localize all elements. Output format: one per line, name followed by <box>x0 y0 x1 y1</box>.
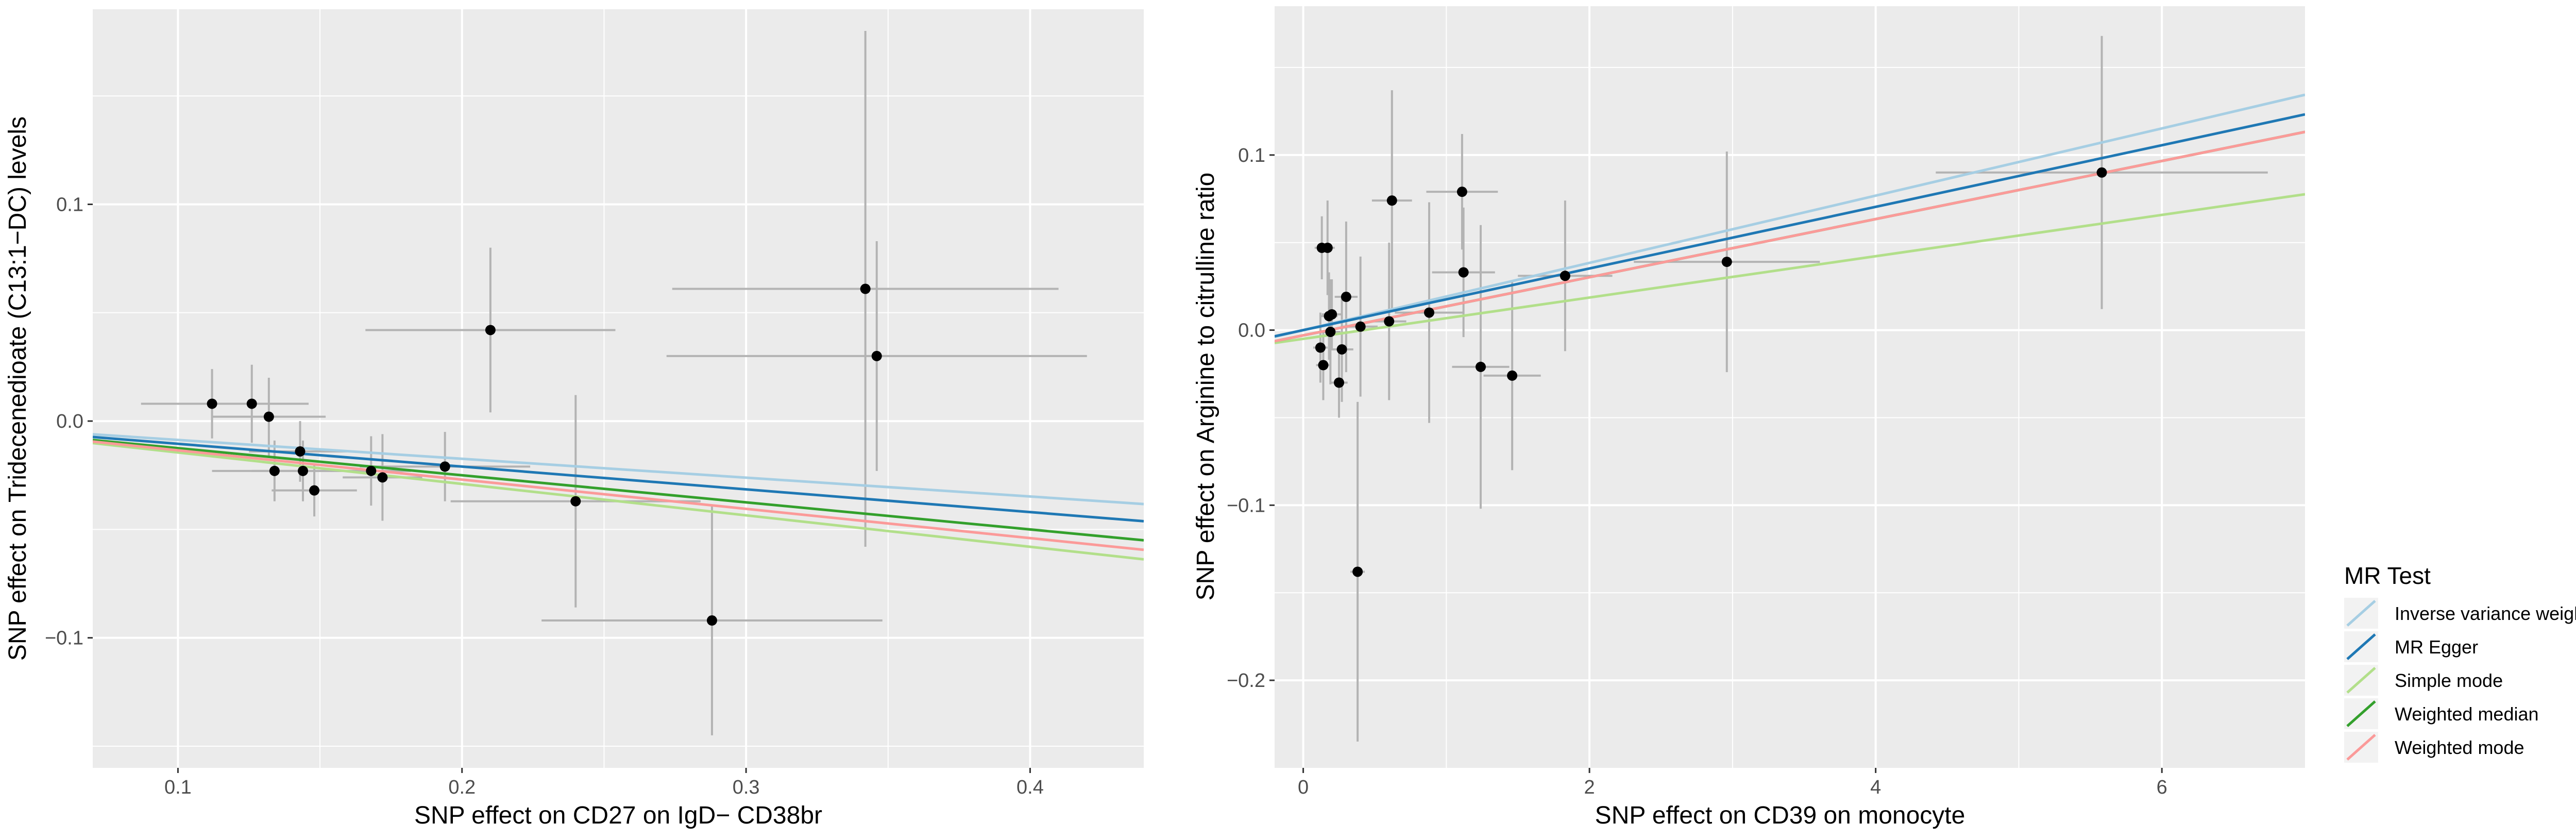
left-data-point <box>377 472 388 483</box>
left-data-point <box>295 446 306 457</box>
left-regression-lines <box>93 433 1144 561</box>
legend-label: MR Egger <box>2395 636 2478 658</box>
right-y-tick-label: 0.0 <box>1238 320 1265 342</box>
left-y-tick-label: 0.1 <box>56 194 83 216</box>
left-line-weighted-mode <box>93 440 1144 551</box>
left-x-tick-label: 0.4 <box>1016 777 1044 798</box>
right-x-ticks: 0 2 4 6 <box>1298 768 2167 798</box>
legend-key-line <box>2346 600 2376 627</box>
right-line-weighted-mode <box>1275 130 2305 343</box>
right-data-point <box>1424 307 1434 318</box>
right-data-point <box>1352 566 1363 577</box>
left-data-points <box>207 283 882 626</box>
right-data-point <box>1336 344 1347 355</box>
right-data-point <box>1355 321 1366 332</box>
right-y-ticks: −0.2 −0.1 0.0 0.1 <box>1227 145 1275 692</box>
right-data-point <box>1341 292 1351 303</box>
right-data-point <box>1560 271 1570 281</box>
legend-item: Inverse variance weighted <box>2344 598 2576 629</box>
legend-label: Weighted mode <box>2395 737 2524 758</box>
legend-key-line <box>2346 633 2376 660</box>
right-y-axis-title: SNP effect on Arginine to citrulline rat… <box>1192 173 1219 601</box>
legend-label: Inverse variance weighted <box>2395 603 2576 624</box>
right-data-point <box>1721 257 1732 267</box>
right-y-tick-label: −0.2 <box>1227 670 1265 692</box>
legend-item: Weighted median <box>2344 698 2539 729</box>
right-data-point <box>1325 326 1336 337</box>
legend: MR Test Inverse variance weighted MR Egge… <box>2344 562 2576 763</box>
left-data-point <box>439 461 450 472</box>
left-y-tick-label: −0.1 <box>45 628 83 649</box>
left-line-inverse-variance-weighted <box>93 433 1144 506</box>
left-y-tick-label: 0.0 <box>56 411 83 432</box>
left-data-point <box>298 465 308 476</box>
left-x-ticks: 0.1 0.2 0.3 0.4 <box>164 768 1044 798</box>
legend-label: Weighted median <box>2395 703 2539 725</box>
legend-items: Inverse variance weighted MR Egger Simple … <box>2344 598 2576 763</box>
left-data-point <box>570 496 581 507</box>
right-data-point <box>1327 309 1337 320</box>
left-line-simple-mode <box>93 442 1144 561</box>
right-data-point <box>1507 370 1518 381</box>
left-y-axis-title: SNP effect on Tridecenedioate (C13:1−DC)… <box>4 116 31 661</box>
right-data-point <box>2096 167 2107 178</box>
left-data-point <box>269 465 280 476</box>
left-data-point <box>485 325 496 335</box>
left-data-point <box>207 398 217 409</box>
right-data-point <box>1386 195 1397 206</box>
left-data-point <box>860 283 871 294</box>
left-x-tick-label: 0.2 <box>448 777 476 798</box>
legend-title: MR Test <box>2344 562 2431 589</box>
left-gridlines <box>93 9 1144 768</box>
left-chart-panel: 0.1 0.2 0.3 0.4 −0.1 0.0 0.1 SNP effect on CD… <box>4 9 1144 829</box>
right-data-point <box>1322 242 1333 253</box>
right-regression-lines <box>1275 93 2305 345</box>
right-data-point <box>1456 187 1467 197</box>
legend-key-line <box>2346 700 2376 727</box>
right-data-points <box>1315 167 2107 577</box>
right-x-tick-label: 2 <box>1584 777 1595 798</box>
legend-item: Weighted mode <box>2344 732 2524 763</box>
left-data-point <box>706 615 717 626</box>
right-y-tick-label: −0.1 <box>1227 495 1265 516</box>
right-x-axis-title: SNP effect on CD39 on monocyte <box>1595 802 1965 829</box>
right-chart-panel: 0 2 4 6 −0.2 −0.1 0.0 0.1 SNP effect on CD39 o… <box>1192 6 2305 829</box>
left-line-mr-egger <box>93 435 1144 523</box>
right-x-tick-label: 6 <box>2157 777 2167 798</box>
right-y-tick-label: 0.1 <box>1238 145 1265 166</box>
left-data-point <box>309 485 320 496</box>
right-data-point <box>1476 361 1486 372</box>
legend-item: Simple mode <box>2344 665 2503 696</box>
right-data-point <box>1458 267 1469 278</box>
left-y-ticks: −0.1 0.0 0.1 <box>45 194 93 649</box>
right-line-simple-mode <box>1275 193 2305 345</box>
right-data-point <box>1384 316 1395 327</box>
left-data-point <box>871 350 882 361</box>
left-x-axis-title: SNP effect on CD27 on IgD− CD38br <box>414 802 822 829</box>
left-data-point <box>246 398 257 409</box>
right-data-point <box>1315 342 1326 353</box>
left-line-weighted-median <box>93 439 1144 542</box>
right-line-inverse-variance-weighted <box>1275 93 2305 339</box>
legend-key-line <box>2346 667 2376 694</box>
left-plot-background <box>93 9 1144 768</box>
right-x-tick-label: 0 <box>1298 777 1309 798</box>
left-data-point <box>263 411 274 422</box>
legend-item: MR Egger <box>2344 631 2478 662</box>
right-x-tick-label: 4 <box>1870 777 1881 798</box>
right-line-mr-egger <box>1275 113 2305 338</box>
left-x-tick-label: 0.3 <box>733 777 760 798</box>
right-data-point <box>1334 377 1344 388</box>
left-data-point <box>366 465 377 476</box>
right-data-point <box>1318 360 1329 371</box>
left-x-tick-label: 0.1 <box>164 777 192 798</box>
legend-label: Simple mode <box>2395 670 2503 691</box>
right-gridlines <box>1275 6 2305 768</box>
legend-key-line <box>2346 734 2376 761</box>
